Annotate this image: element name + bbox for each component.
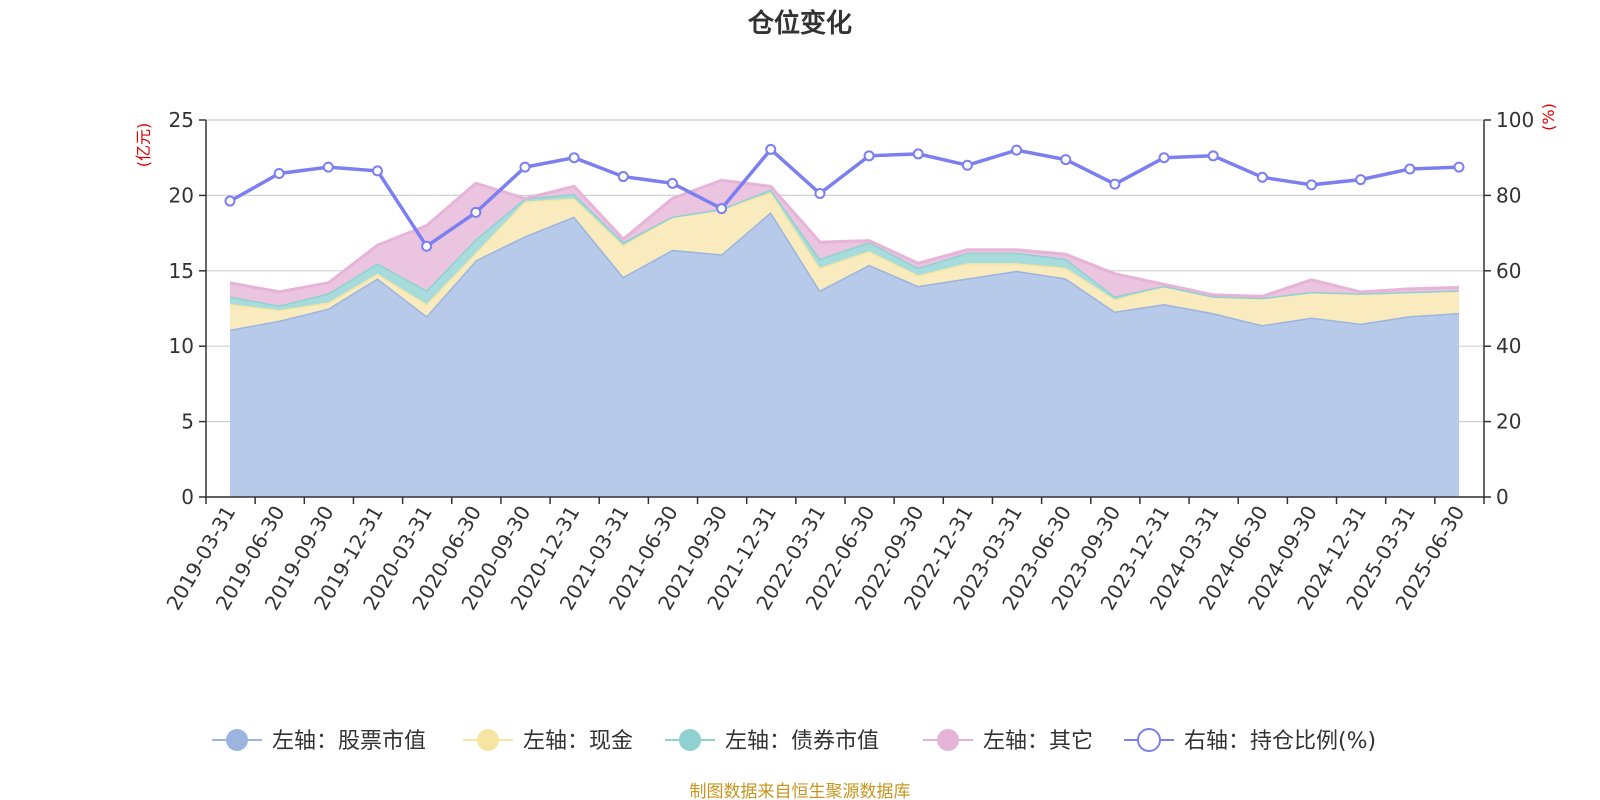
legend-label: 左轴：股票市值	[272, 729, 426, 754]
right-tick-label: 20	[1496, 410, 1521, 434]
ratio-series-line	[229, 146, 1460, 249]
ratio-point	[568, 152, 580, 164]
right-tick-label: 40	[1496, 334, 1521, 358]
left-axis-unit: (亿元)	[134, 123, 153, 168]
ratio-point	[224, 195, 236, 207]
ratio-point	[912, 148, 924, 160]
ratio-point	[519, 161, 531, 173]
legend-item-1[interactable]: 左轴：股票市值	[212, 729, 426, 754]
ratio-point	[1158, 152, 1170, 164]
right-axis-unit: (%)	[1539, 103, 1558, 131]
legend-label: 右轴：持仓比例(%)	[1184, 729, 1376, 754]
ratio-point	[322, 161, 334, 173]
legend-swatch-marker	[937, 729, 959, 751]
data-source-note: 制图数据来自恒生聚源数据库	[690, 782, 911, 800]
left-tick-label: 20	[169, 183, 194, 207]
left-tick-label: 15	[169, 259, 194, 283]
legend-item-2[interactable]: 左轴：现金	[463, 729, 633, 754]
right-tick-label: 60	[1496, 259, 1521, 283]
ratio-line	[224, 143, 1465, 252]
ratio-point	[273, 168, 285, 180]
ratio-point	[470, 206, 482, 218]
legend-label: 左轴：债券市值	[725, 729, 879, 754]
ratio-point	[421, 240, 433, 252]
stacked-areas	[229, 178, 1460, 497]
left-tick-label: 5	[181, 410, 194, 434]
ratio-point	[1011, 144, 1023, 156]
area-4	[230, 180, 1459, 306]
ratio-point	[1404, 163, 1416, 175]
area-3	[230, 189, 1459, 310]
ratio-point	[666, 177, 678, 189]
legend-label: 左轴：现金	[523, 729, 633, 754]
legend: 左轴：股票市值 左轴：现金 左轴：债券市值 左轴：其它 右轴：持仓比例(%)	[212, 728, 1376, 754]
ratio-point	[765, 143, 777, 155]
ratio-point	[1207, 150, 1219, 162]
ratio-point	[1060, 154, 1072, 166]
ratio-point	[371, 165, 383, 177]
legend-swatch-marker	[477, 729, 499, 751]
right-tick-label: 0	[1496, 485, 1509, 509]
left-tick-label: 10	[169, 334, 194, 358]
ratio-point	[1453, 161, 1465, 173]
area-edge-4	[229, 178, 1460, 298]
ratio-point	[1306, 179, 1318, 191]
right-tick-label: 80	[1496, 183, 1521, 207]
legend-label: 左轴：其它	[983, 729, 1093, 754]
ratio-point	[1355, 174, 1367, 186]
legend-item-4[interactable]: 左轴：其它	[923, 729, 1093, 754]
ratio-point	[814, 188, 826, 200]
ratio-point	[863, 150, 875, 162]
ratio-point	[617, 171, 629, 183]
legend-swatch-marker	[679, 729, 701, 751]
right-tick-label: 100	[1496, 108, 1534, 132]
chart-title: 仓位变化	[747, 8, 852, 39]
legend-swatch-marker	[1137, 728, 1161, 752]
left-tick-label: 0	[181, 485, 194, 509]
area-1	[230, 212, 1459, 497]
ratio-point	[716, 203, 728, 215]
ratio-point	[1109, 178, 1121, 190]
legend-swatch-marker	[226, 729, 248, 751]
ratio-point	[961, 159, 973, 171]
legend-item-5[interactable]: 右轴：持仓比例(%)	[1124, 728, 1376, 754]
legend-item-3[interactable]: 左轴：债券市值	[665, 729, 879, 754]
left-tick-label: 25	[169, 108, 194, 132]
ratio-point	[1256, 171, 1268, 183]
